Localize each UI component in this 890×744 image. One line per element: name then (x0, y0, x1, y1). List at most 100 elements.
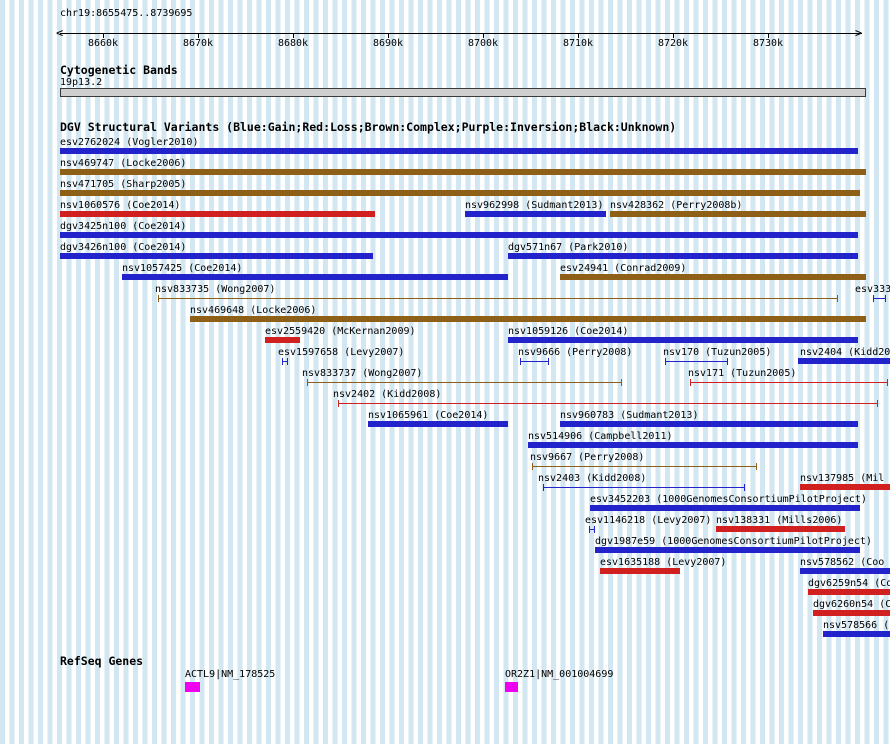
variant-label[interactable]: nsv1059126 (Coe2014) (508, 326, 629, 337)
variant-bar[interactable] (265, 337, 300, 343)
ruler-tick-mark (673, 33, 674, 38)
section-header-refseq: RefSeq Genes (60, 654, 144, 668)
variant-label[interactable]: dgv571n67 (Park2010) (508, 242, 629, 253)
variant-label[interactable]: nsv1060576 (Coe2014) (60, 200, 181, 211)
variant-bar[interactable] (158, 295, 838, 302)
gene-box[interactable] (505, 682, 518, 692)
variant-label[interactable]: nsv9666 (Perry2008) (518, 347, 633, 358)
variant-label[interactable]: nsv2404 (Kidd20 (800, 347, 890, 358)
variant-bar[interactable] (798, 358, 890, 364)
variant-label[interactable]: nsv428362 (Perry2008b) (610, 200, 743, 211)
variant-label[interactable]: nsv170 (Tuzun2005) (663, 347, 772, 358)
variant-label[interactable]: dgv6260n54 (C (813, 599, 890, 610)
section-header-cytobands: Cytogenetic Bands (60, 63, 178, 77)
ruler-tick-label: 8660k (87, 38, 119, 49)
variant-label[interactable]: nsv137985 (Mil (800, 473, 885, 484)
section-header-dgv: DGV Structural Variants (Blue:Gain;Red:L… (60, 120, 677, 134)
ruler-tick-label: 8680k (277, 38, 309, 49)
variant-label[interactable]: nsv962998 (Sudmant2013) (465, 200, 604, 211)
variant-bar[interactable] (338, 400, 878, 407)
variant-bar[interactable] (873, 295, 886, 302)
variant-label[interactable]: nsv171 (Tuzun2005) (688, 368, 797, 379)
variant-bar[interactable] (532, 463, 757, 470)
region-coordinates: chr19:8655475..8739695 (60, 8, 193, 19)
variant-bar[interactable] (190, 316, 866, 322)
variant-label[interactable]: nsv578566 ( (823, 620, 890, 631)
variant-label[interactable]: esv2559420 (McKernan2009) (265, 326, 416, 337)
variant-label[interactable]: dgv1987e59 (1000GenomesConsortiumPilotPr… (595, 536, 872, 547)
variant-label[interactable]: dgv3425n100 (Coe2014) (60, 221, 187, 232)
variant-bar[interactable] (60, 232, 858, 238)
variant-label[interactable]: nsv833735 (Wong2007) (155, 284, 276, 295)
variant-label[interactable]: nsv833737 (Wong2007) (302, 368, 423, 379)
variant-label[interactable]: esv1146218 (Levy2007) (585, 515, 712, 526)
variant-bar[interactable] (60, 190, 860, 196)
variant-bar[interactable] (560, 274, 866, 280)
variant-bar[interactable] (716, 526, 845, 532)
variant-bar[interactable] (800, 484, 890, 490)
variant-bar[interactable] (368, 421, 508, 427)
ruler-tick-mark (103, 33, 104, 38)
ruler-tick-label: 8730k (752, 38, 784, 49)
gene-label[interactable]: OR2Z1|NM_001004699 (505, 669, 614, 680)
variant-label[interactable]: nsv471705 (Sharp2005) (60, 179, 187, 190)
cytoband-bar[interactable] (60, 88, 866, 97)
variant-bar[interactable] (122, 274, 508, 280)
variant-bar[interactable] (520, 358, 549, 365)
variant-label[interactable]: nsv469747 (Locke2006) (60, 158, 187, 169)
variant-bar[interactable] (690, 379, 888, 386)
variant-label[interactable]: nsv2403 (Kidd2008) (538, 473, 647, 484)
variant-bar[interactable] (813, 610, 890, 616)
variant-label[interactable]: esv3452203 (1000GenomesConsortiumPilotPr… (590, 494, 867, 505)
ruler-tick-mark (198, 33, 199, 38)
variant-bar[interactable] (808, 589, 890, 595)
variant-label[interactable]: nsv469648 (Locke2006) (190, 305, 317, 316)
variant-label[interactable]: nsv1057425 (Coe2014) (122, 263, 243, 274)
variant-label[interactable]: esv1635188 (Levy2007) (600, 557, 727, 568)
variant-bar[interactable] (282, 358, 288, 365)
pan-left-icon[interactable]: < (56, 26, 64, 40)
variant-label[interactable]: dgv3426n100 (Coe2014) (60, 242, 187, 253)
variant-label[interactable]: nsv2402 (Kidd2008) (333, 389, 442, 400)
ruler-tick-mark (768, 33, 769, 38)
variant-bar[interactable] (560, 421, 858, 427)
variant-bar[interactable] (665, 358, 728, 365)
variant-bar[interactable] (595, 547, 860, 553)
variant-bar[interactable] (823, 631, 890, 637)
variant-label[interactable]: nsv9667 (Perry2008) (530, 452, 645, 463)
variant-label[interactable]: dgv6259n54 (Co (808, 578, 890, 589)
variant-bar[interactable] (307, 379, 622, 386)
variant-bar[interactable] (508, 253, 858, 259)
variant-bar[interactable] (600, 568, 680, 574)
variant-bar[interactable] (589, 526, 595, 533)
ruler-tick-label: 8700k (467, 38, 499, 49)
variant-bar[interactable] (60, 253, 373, 259)
variant-label[interactable]: esv1597658 (Levy2007) (278, 347, 405, 358)
pan-right-icon[interactable]: > (855, 26, 863, 40)
variant-label[interactable]: esv24941 (Conrad2009) (560, 263, 687, 274)
variant-label[interactable]: esv2762024 (Vogler2010) (60, 137, 199, 148)
variant-bar[interactable] (528, 442, 858, 448)
variant-bar[interactable] (60, 169, 866, 175)
variant-bar[interactable] (800, 568, 890, 574)
ruler-tick-label: 8670k (182, 38, 214, 49)
variant-label[interactable]: nsv138331 (Mills2006) (716, 515, 843, 526)
ruler-tick-mark (388, 33, 389, 38)
variant-bar[interactable] (60, 148, 858, 154)
variant-bar[interactable] (590, 505, 860, 511)
variant-label[interactable]: nsv514906 (Campbell2011) (528, 431, 673, 442)
variant-bar[interactable] (60, 211, 375, 217)
ruler-tick-label: 8720k (657, 38, 689, 49)
ruler-tick-label: 8710k (562, 38, 594, 49)
variant-bar[interactable] (543, 484, 745, 491)
gene-box[interactable] (185, 682, 200, 692)
variant-label[interactable]: esv333 (855, 284, 890, 295)
variant-bar[interactable] (465, 211, 606, 217)
variant-label[interactable]: nsv578562 (Coo (800, 557, 885, 568)
variant-bar[interactable] (610, 211, 866, 217)
variant-bar[interactable] (508, 337, 858, 343)
ruler-line (60, 33, 862, 34)
variant-label[interactable]: nsv960783 (Sudmant2013) (560, 410, 699, 421)
variant-label[interactable]: nsv1065961 (Coe2014) (368, 410, 489, 421)
gene-label[interactable]: ACTL9|NM_178525 (185, 669, 276, 680)
